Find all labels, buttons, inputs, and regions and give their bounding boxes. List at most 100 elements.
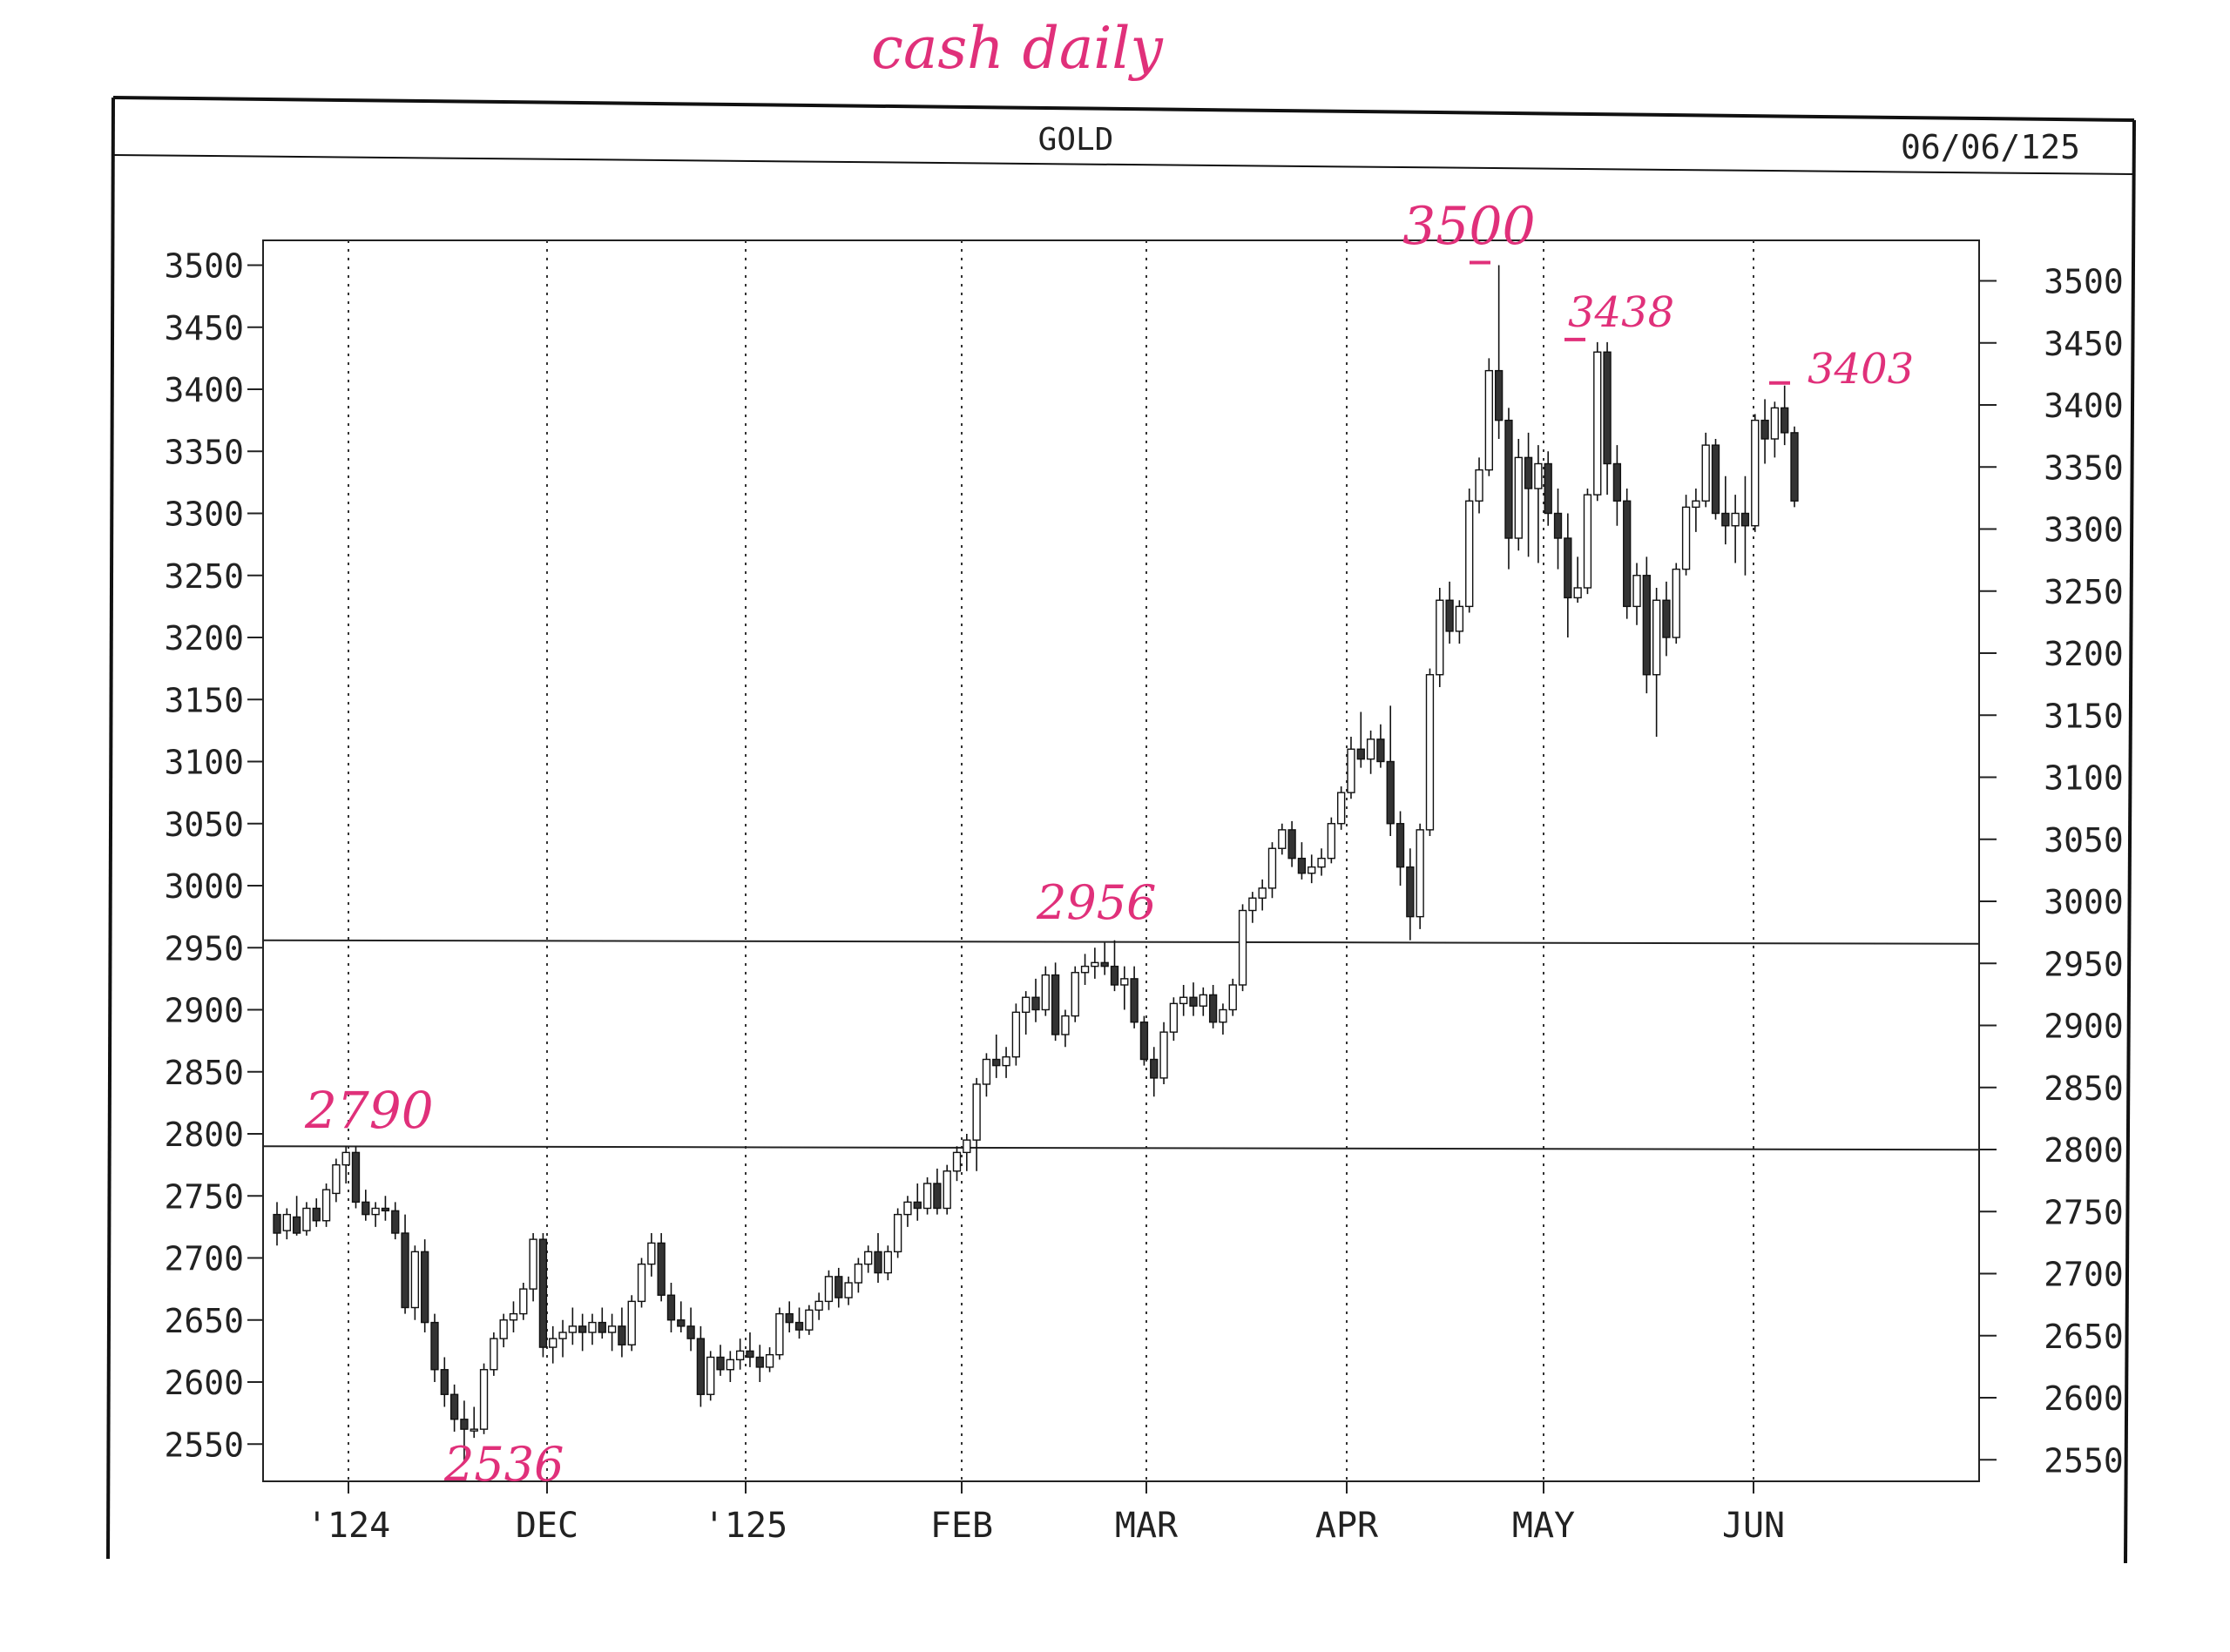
candle [1130,966,1139,1028]
candle [903,1196,912,1227]
candle [1406,848,1415,941]
candle [1395,811,1405,886]
candle [1711,439,1720,520]
candle [470,1406,478,1439]
candle-body [785,1312,794,1324]
candle-body [992,1058,1001,1067]
candle-body [1770,407,1780,440]
y-tick-label-left: 3200 [164,619,244,657]
candle-body [568,1325,578,1333]
candle [1455,600,1464,644]
candle-body [1760,419,1769,440]
y-tick-label-left: 3450 [164,309,244,347]
candle [1080,954,1090,985]
candle-body [952,1151,962,1172]
candle-body [1376,738,1385,763]
candle [1258,879,1267,911]
y-tick-label-right: 2700 [2044,1256,2124,1294]
candle-body [1120,978,1129,986]
price-annotation: 2790 [304,1081,434,1140]
candle-body [1395,823,1405,868]
candle [1672,563,1680,644]
candle-body [440,1369,449,1395]
candle [302,1202,311,1236]
candle [321,1183,331,1227]
candle-body [1159,1031,1168,1079]
candle-body [1672,568,1680,638]
candle-body [972,1083,981,1141]
y-tick-label-left: 3300 [164,496,244,534]
candle-body [1524,456,1533,489]
candle [1573,556,1582,603]
candle-body [1681,506,1691,570]
candle [1317,848,1326,876]
candle [519,1283,528,1320]
candle-body [1208,994,1218,1023]
candle [696,1325,706,1407]
candle-body [549,1338,558,1348]
candle-body [844,1282,853,1298]
candle [746,1332,754,1367]
handwritten-title: cash daily [871,15,1163,82]
x-tick-label: MAY [1512,1506,1575,1546]
annotations: 2790 2536 2956 3500 3438 3403 [304,196,1914,1492]
y-tick-label-right: 2950 [2044,945,2124,983]
candle-body [1347,748,1355,793]
candle-body [1179,996,1188,1005]
candle-body [1504,419,1513,539]
candle-body [1130,978,1139,1023]
candle-body [1317,857,1326,868]
candle [1416,823,1424,929]
candle [1603,341,1612,496]
y-tick-label-left: 2850 [164,1054,244,1092]
price-annotation: 3438 [1568,288,1674,337]
candle-body [558,1332,567,1339]
candle [1219,1003,1227,1035]
chart-date: 06/06/125 [1901,128,2080,166]
candle-body [1642,575,1651,676]
x-tick-label: DEC [516,1506,578,1546]
x-tick-label: '125 [704,1506,787,1546]
candle [1366,730,1375,774]
candle-body [1583,494,1592,589]
y-tick-label-right: 3400 [2044,387,2124,425]
candle [1002,1047,1010,1078]
candle [735,1338,745,1370]
candle [785,1301,794,1332]
candle [666,1283,676,1332]
candle [351,1146,361,1209]
candle-body [1238,909,1247,986]
y-tick-label-right: 2900 [2044,1008,2124,1046]
candle-body [933,1183,942,1210]
candle [952,1146,962,1182]
y-tick-label-right: 3000 [2044,883,2124,921]
candle-body [1100,961,1109,968]
candle [449,1384,459,1432]
candle [490,1332,498,1376]
candle-body [903,1201,912,1216]
candle [765,1347,774,1372]
candle-body [1494,369,1504,421]
outer-frame [106,96,2136,1564]
candle-body [1071,972,1079,1017]
candle-body [509,1312,518,1321]
y-tick-label-left: 3400 [164,371,244,409]
x-tick-label: APR [1315,1506,1379,1546]
candle [1011,1003,1021,1066]
candle-body [1475,469,1483,502]
candles [273,265,1799,1462]
candle-body [1356,748,1365,760]
candle [568,1307,578,1345]
candle [883,1245,892,1281]
candle [1159,1022,1168,1084]
candle-body [1337,792,1346,825]
y-tick-label-left: 2700 [164,1240,244,1278]
y-tick-label-right: 2550 [2044,1441,2124,1480]
candle [1051,962,1060,1042]
candle [1100,942,1109,975]
x-tick-label: MAR [1115,1506,1179,1546]
candle-body [1287,829,1296,860]
candle [1593,341,1602,502]
candle [1120,966,1129,1010]
candle-body [1603,351,1612,465]
